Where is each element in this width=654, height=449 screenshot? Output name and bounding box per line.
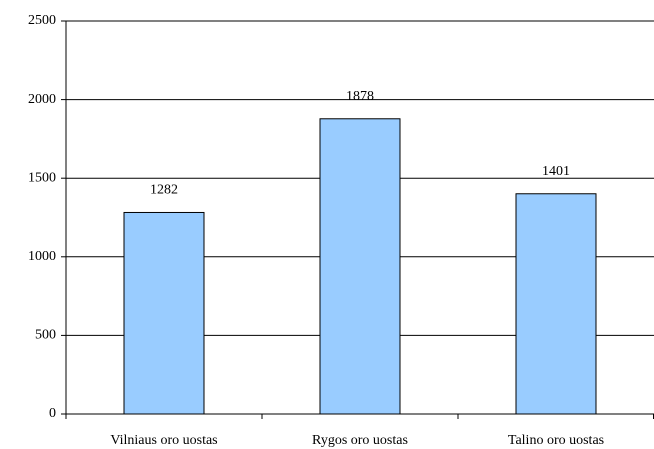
data-label: 1282	[150, 183, 178, 198]
data-label: 1401	[542, 164, 570, 179]
data-label: 1878	[346, 89, 374, 104]
y-tick-label: 2500	[28, 13, 56, 28]
bar	[515, 193, 597, 415]
y-tick-label: 0	[49, 406, 56, 421]
x-tick-label: Vilniaus oro uostas	[110, 433, 217, 448]
x-tick-label: Talino oro uostas	[508, 433, 604, 448]
y-tick-label: 2000	[28, 92, 56, 107]
y-tick-label: 1000	[28, 249, 56, 264]
bar	[319, 118, 401, 415]
y-tick-label: 500	[35, 328, 56, 343]
x-tick-label: Rygos oro uostas	[312, 433, 408, 448]
bar	[123, 211, 205, 415]
y-tick-label: 1500	[28, 170, 56, 185]
